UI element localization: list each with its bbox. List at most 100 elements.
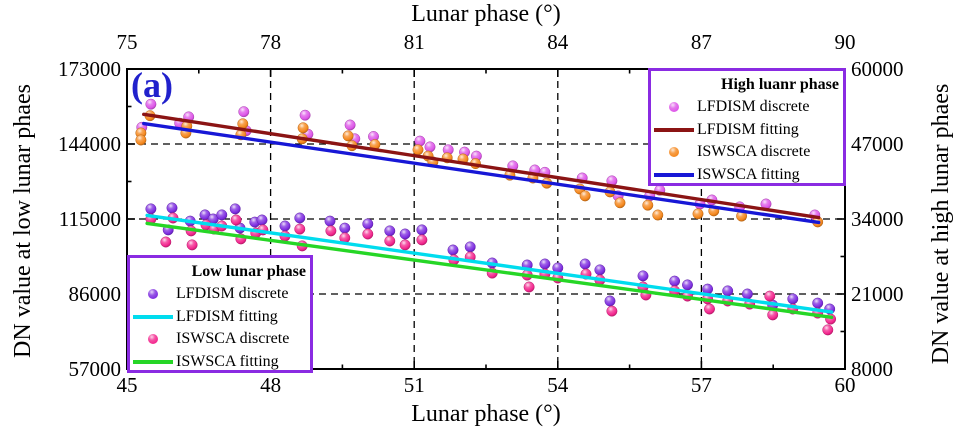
- bottom-axis-tick-label: 48: [260, 373, 282, 397]
- data-point: [299, 109, 311, 121]
- line-marker-icon: [133, 360, 173, 364]
- data-point: [682, 279, 693, 291]
- data-point: [297, 122, 309, 134]
- legend-item-label: LFDISM discrete: [697, 98, 810, 116]
- legend-high-title: High luanr phase: [721, 76, 839, 93]
- legend-item-lfdism-discrete: LFDISM discrete: [130, 283, 310, 306]
- data-point: [604, 295, 616, 307]
- data-point: [741, 288, 753, 300]
- data-point: [294, 223, 306, 235]
- fit-line-lfdism-fitting-low-lunar-phase-: [145, 213, 834, 314]
- data-point: [166, 202, 178, 214]
- data-point: [279, 220, 291, 232]
- data-point: [722, 285, 734, 297]
- dot-marker-icon: [669, 147, 679, 158]
- top-axis-tick-label: 84: [547, 30, 569, 54]
- data-point: [384, 235, 396, 247]
- data-point: [399, 228, 411, 240]
- bottom-axis-tick-label: 54: [547, 373, 569, 397]
- legend-item-lfdism-discrete: LFDISM discrete: [651, 96, 843, 119]
- legend-high-rows: LFDISM discrete LFDISM fitting ISWSCA disc…: [651, 96, 843, 186]
- data-point: [135, 134, 147, 146]
- left-axis-tick-label: 144000: [58, 132, 121, 156]
- data-point: [614, 197, 626, 209]
- data-point: [637, 270, 649, 282]
- legend-item-label: ISWSCA discrete: [697, 143, 811, 161]
- legend-item-label: LFDISM fitting: [176, 307, 278, 325]
- left-axis-tick-label: 115000: [58, 207, 121, 231]
- panel-label: (a): [131, 65, 173, 105]
- right-axis-tick-label: 34000: [851, 207, 904, 231]
- dot-marker-icon: [148, 334, 158, 345]
- data-point: [342, 130, 354, 142]
- data-point: [539, 258, 551, 270]
- legend-item-label: ISWSCA discrete: [176, 330, 290, 348]
- legend-item-iswsca-discrete: ISWSCA discrete: [130, 328, 310, 351]
- data-point: [416, 224, 428, 236]
- legend-dot-marker: [651, 147, 697, 158]
- top-axis-tick-label: 90: [834, 30, 856, 54]
- data-point: [238, 106, 250, 118]
- legend-low-lunar-phase: Low lunar phase LFDISM discrete LFDISM fi…: [127, 255, 313, 373]
- data-point: [186, 239, 198, 251]
- data-point: [447, 244, 459, 256]
- data-point: [692, 208, 704, 220]
- data-point: [216, 209, 228, 221]
- legend-item-iswsca-discrete: ISWSCA discrete: [651, 141, 843, 164]
- data-point: [523, 281, 535, 293]
- line-marker-icon: [133, 315, 173, 319]
- bottom-axis-tick-label: 45: [116, 373, 138, 397]
- legend-low-rows: LFDISM discrete LFDISM fitting ISWSCA disc…: [130, 283, 310, 373]
- bottom-axis-tick-label: 60: [834, 373, 856, 397]
- data-point: [145, 98, 157, 110]
- bottom-axis-title: Lunar phase (°): [411, 401, 561, 427]
- data-point: [256, 214, 268, 226]
- data-point: [822, 324, 834, 336]
- legend-high-lunar-phase: High luanr phase LFDISM discrete LFDISM f…: [648, 68, 846, 186]
- data-point: [324, 215, 336, 227]
- data-point: [230, 214, 242, 226]
- line-marker-icon: [654, 128, 694, 132]
- data-point: [160, 236, 172, 248]
- legend-item-lfdism-fitting: LFDISM fitting: [651, 119, 843, 142]
- right-axis-tick-label: 47000: [851, 132, 904, 156]
- left-axis-tick-label: 173000: [58, 57, 121, 81]
- legend-dot-marker: [130, 334, 176, 345]
- legend-item-iswsca-fitting: ISWSCA fitting: [130, 351, 310, 374]
- legend-line-marker: [130, 360, 176, 364]
- legend-item-label: LFDISM fitting: [697, 120, 799, 138]
- data-point: [339, 222, 351, 234]
- top-axis-tick-label: 87: [690, 30, 712, 54]
- top-axis-tick-label: 78: [260, 30, 282, 54]
- fit-line-iswsca-fitting-high-lunar-phase-: [142, 121, 821, 225]
- legend-item-label: ISWSCA fitting: [176, 352, 279, 370]
- data-point: [812, 297, 824, 309]
- top-axis-tick-label: 81: [403, 30, 425, 54]
- data-point: [362, 218, 374, 230]
- bottom-axis-tick-label: 57: [690, 373, 712, 397]
- left-axis-tick-label: 57000: [68, 357, 122, 381]
- top-axis-tick-label: 75: [116, 30, 138, 54]
- legend-item-lfdism-fitting: LFDISM fitting: [130, 306, 310, 329]
- data-point: [344, 119, 356, 131]
- dot-marker-icon: [669, 102, 679, 113]
- line-marker-icon: [654, 173, 694, 177]
- legend-line-marker: [651, 128, 697, 132]
- legend-item-iswsca-fitting: ISWSCA fitting: [651, 164, 843, 187]
- right-axis-tick-label: 8000: [851, 357, 893, 381]
- data-point: [642, 199, 654, 211]
- bottom-axis-tick-label: 51: [403, 373, 425, 397]
- data-point: [594, 264, 606, 276]
- legend-line-marker: [130, 315, 176, 319]
- data-point: [294, 212, 306, 224]
- right-axis-tick-label: 21000: [851, 282, 904, 306]
- legend-dot-marker: [130, 289, 176, 300]
- data-point: [229, 203, 241, 215]
- legend-item-label: ISWSCA fitting: [697, 165, 800, 183]
- data-point: [384, 225, 396, 237]
- legend-low-title: Low lunar phase: [191, 263, 306, 280]
- data-point: [145, 203, 157, 215]
- legend-dot-marker: [651, 102, 697, 113]
